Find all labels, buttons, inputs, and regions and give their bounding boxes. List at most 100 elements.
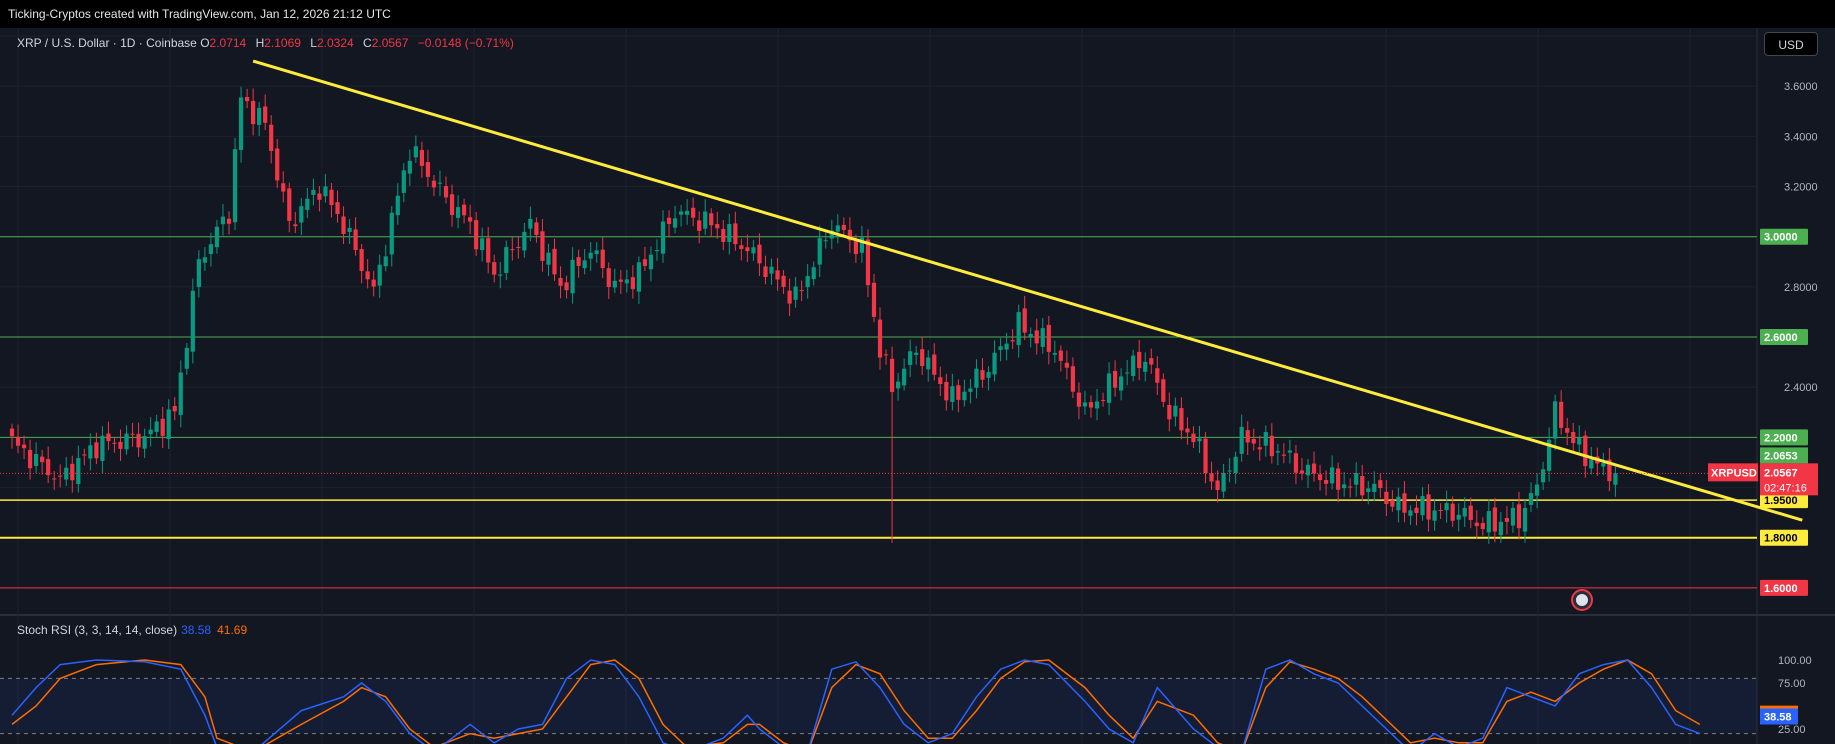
candle-body bbox=[811, 267, 816, 280]
candle-body bbox=[534, 222, 539, 235]
currency-button[interactable]: USD bbox=[1764, 32, 1818, 56]
candle-body bbox=[992, 352, 997, 375]
candle-body bbox=[1131, 355, 1136, 377]
candle-body bbox=[1384, 491, 1389, 504]
candle-body bbox=[522, 231, 527, 251]
candle-body bbox=[347, 227, 352, 233]
candle-body bbox=[865, 239, 871, 286]
candle-body bbox=[480, 238, 485, 251]
candle-body bbox=[226, 218, 232, 224]
candle-body bbox=[908, 351, 913, 365]
candle-body bbox=[703, 211, 708, 229]
candle-body bbox=[1329, 467, 1335, 484]
candle-body bbox=[1100, 399, 1106, 401]
level-badge: 1.8000 bbox=[1760, 529, 1808, 546]
candle-body bbox=[528, 218, 533, 229]
level-badge-box bbox=[1760, 429, 1808, 446]
candle-body bbox=[751, 247, 756, 254]
candle-body bbox=[1378, 480, 1383, 489]
candle-body bbox=[148, 429, 153, 435]
candle-body bbox=[293, 224, 298, 227]
candle-body bbox=[317, 193, 322, 200]
candle-body bbox=[504, 247, 509, 273]
candle-body bbox=[805, 276, 810, 288]
candle-body bbox=[624, 279, 629, 284]
candle-body bbox=[1239, 426, 1244, 454]
candle-body bbox=[570, 259, 575, 294]
candle-body bbox=[124, 433, 129, 450]
candle-body bbox=[1553, 401, 1558, 439]
candle-body bbox=[257, 107, 262, 125]
candle-body bbox=[1348, 486, 1353, 488]
candle-body bbox=[299, 206, 304, 223]
candle-body bbox=[564, 282, 569, 291]
price-chart[interactable]: 2.40002.80003.20003.40003.60003.80003.00… bbox=[0, 28, 1835, 744]
candle-body bbox=[1311, 463, 1317, 474]
candle-body bbox=[823, 240, 828, 242]
candle-body bbox=[1185, 428, 1190, 433]
candle-body bbox=[27, 449, 33, 469]
level-badge: 2.6000 bbox=[1760, 329, 1808, 346]
candle-body bbox=[263, 106, 268, 123]
candle-body bbox=[769, 266, 774, 274]
candle-body bbox=[82, 454, 87, 456]
candle-body bbox=[1468, 505, 1473, 520]
level-badge-box bbox=[1760, 329, 1808, 346]
candle-body bbox=[1583, 435, 1588, 467]
candle-body bbox=[902, 368, 907, 386]
candle-body bbox=[757, 244, 762, 264]
close-label: C bbox=[363, 36, 372, 50]
candle-body bbox=[944, 381, 949, 401]
candle-body bbox=[1432, 510, 1437, 521]
candle-body bbox=[1191, 433, 1196, 443]
candle-body bbox=[799, 290, 804, 292]
candle-body bbox=[94, 442, 99, 459]
candle-body bbox=[184, 347, 189, 369]
candle-body bbox=[136, 433, 141, 448]
candle-body bbox=[166, 409, 171, 440]
candle-body bbox=[678, 211, 684, 215]
candle-body bbox=[1299, 470, 1305, 474]
candle-body bbox=[877, 319, 883, 358]
stoch-k-value: 38.58 bbox=[181, 623, 212, 637]
candle-body bbox=[220, 216, 226, 225]
candle-body bbox=[208, 244, 214, 255]
candle-body bbox=[70, 463, 75, 481]
candle-body bbox=[1528, 493, 1534, 505]
candle-body bbox=[1571, 431, 1576, 444]
candle-body bbox=[1052, 353, 1057, 355]
candle-body bbox=[160, 418, 165, 436]
countdown-text: 02:47:16 bbox=[1764, 482, 1807, 494]
candle-body bbox=[1414, 507, 1419, 514]
candle-body bbox=[1601, 463, 1606, 467]
candle-body bbox=[727, 224, 732, 242]
current-price-badge-text: 2.0653 bbox=[1764, 450, 1798, 462]
candle-body bbox=[371, 279, 376, 287]
candle-body bbox=[1082, 402, 1088, 407]
candle-body bbox=[1354, 472, 1359, 485]
candle-body bbox=[697, 220, 702, 231]
candle-body bbox=[739, 245, 744, 249]
symbol-tag-box bbox=[1708, 463, 1758, 482]
stoch-d-value: 41.69 bbox=[217, 623, 248, 637]
candle-body bbox=[46, 459, 51, 476]
candle-body bbox=[950, 386, 955, 402]
level-badge: 3.0000 bbox=[1760, 228, 1808, 245]
candle-body bbox=[492, 262, 497, 275]
candle-body bbox=[1269, 435, 1274, 457]
candle-body bbox=[552, 248, 557, 275]
candle-body bbox=[540, 231, 545, 261]
candle-body bbox=[130, 433, 135, 435]
candle-body bbox=[1251, 438, 1256, 444]
candle-body bbox=[721, 228, 726, 242]
candle-body bbox=[618, 279, 623, 282]
price-axis-tick: 3.4000 bbox=[1784, 131, 1818, 143]
last-price-badge: XRPUSD 2.0567 02:47:16 bbox=[1708, 463, 1818, 496]
candle-body bbox=[154, 421, 159, 432]
open-value: 2.0714 bbox=[209, 36, 247, 50]
candle-body bbox=[510, 249, 515, 251]
low-label: L bbox=[310, 36, 317, 50]
candle-body bbox=[449, 194, 455, 216]
candle-body bbox=[1245, 430, 1250, 443]
candle-body bbox=[76, 458, 81, 484]
